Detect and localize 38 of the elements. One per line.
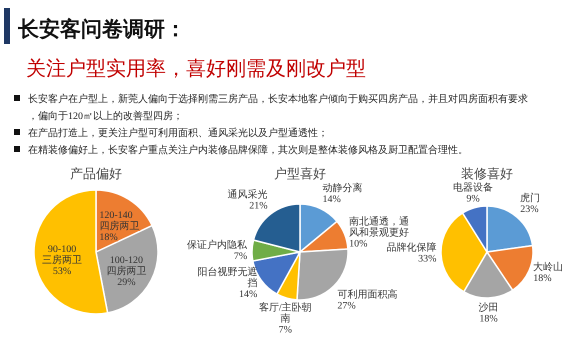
slice-label: 90-100三房两卫 <box>42 244 82 266</box>
data-label: 29% <box>117 277 136 288</box>
data-label: 53% <box>52 266 72 277</box>
slice-label: 动静分离 <box>322 182 362 194</box>
slice-label: 可利用面积高 <box>337 288 398 300</box>
text: 在精装修偏好上，长安客户重点关注户内装修品牌保障，其次则是整体装修风格及厨卫配置合理性。 <box>28 144 468 156</box>
slice-label: 120-140四房两卫 <box>99 210 140 232</box>
data-label: 18% <box>479 314 498 325</box>
slice-label: 客厅/主卧朝南 <box>258 302 312 325</box>
slice-label: 通风采光 <box>228 188 268 200</box>
chart-title: 产品偏好 <box>70 166 122 181</box>
slice-label: 虎门 <box>520 192 540 204</box>
data-label: 23% <box>520 204 539 215</box>
text: 长安客户在户型上，新莞人偏向于选择刚需三房产品，长安本地客户倾向于购买四房产品，并且对四房面积有要求，偏向于120㎡以上的改善型四房； <box>28 93 528 122</box>
data-label: 9% <box>466 193 480 204</box>
data-label: 7% <box>278 324 292 336</box>
data-label: 21% <box>249 200 268 212</box>
slice-label: 100-120四房两卫 <box>106 255 146 278</box>
data-label: 10% <box>349 238 368 250</box>
slice-label: 电器设备 <box>453 181 494 194</box>
slice-label: 品牌化保障 <box>386 241 436 254</box>
data-label: 33% <box>418 253 436 264</box>
slice-label: 保证户内隐私 <box>187 238 248 251</box>
slice-label: 阳台视野无遮挡 <box>197 266 258 290</box>
slice-label: 大岭山 <box>533 261 564 274</box>
slice-label: 沙田 <box>478 302 499 314</box>
data-label: 18% <box>99 232 118 243</box>
data-label: 14% <box>238 289 258 300</box>
text: 在产品打造上，更关注户型可利用面积、通风采光以及户型通透性； <box>28 127 328 139</box>
data-label: 14% <box>322 194 341 206</box>
chart-title: 户型喜好 <box>274 166 326 181</box>
text: 长安客问卷调研： <box>17 17 186 41</box>
slice-label: 南北通透，通风和景观更好 <box>349 216 410 239</box>
data-label: 18% <box>533 273 552 284</box>
text: 关注户型实用率，喜好刚需及刚改户型 <box>26 56 366 80</box>
data-label: 27% <box>337 300 356 312</box>
chart-title: 装修喜好 <box>461 166 513 181</box>
data-label: 7% <box>234 250 248 262</box>
